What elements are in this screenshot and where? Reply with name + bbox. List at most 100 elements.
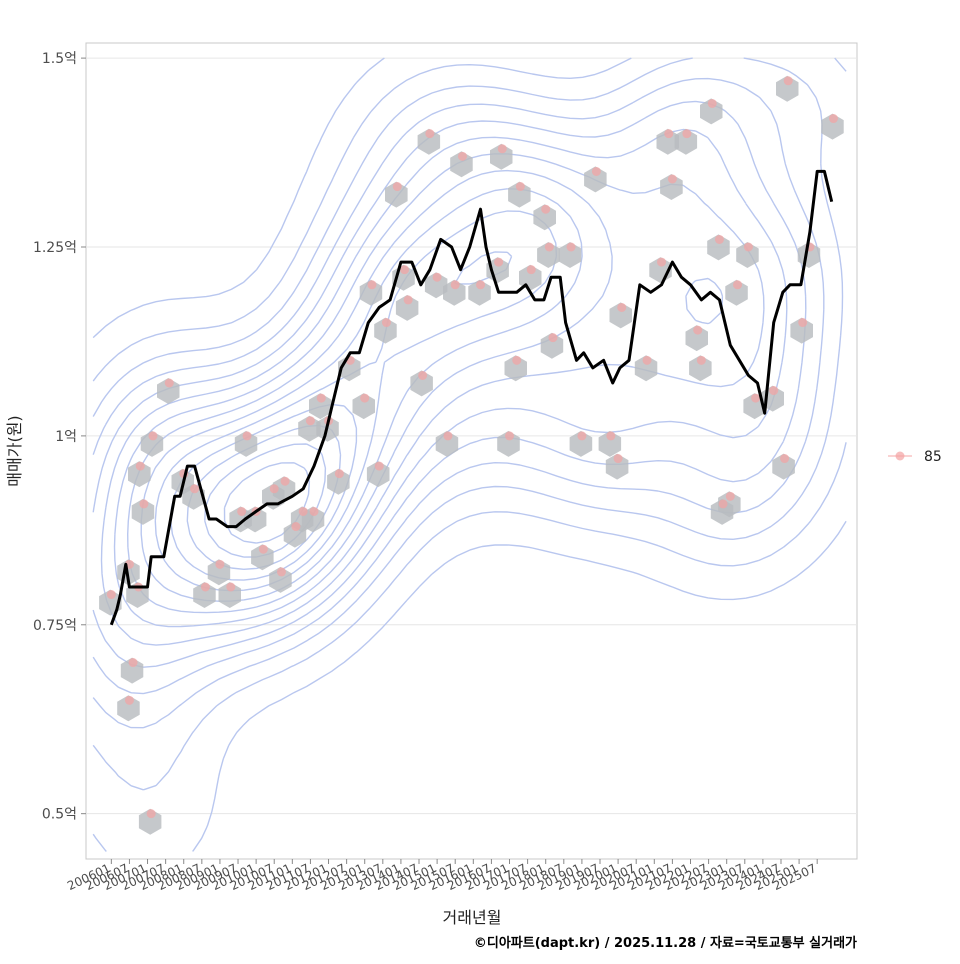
data-point xyxy=(828,114,838,124)
data-point xyxy=(769,386,779,396)
data-point xyxy=(418,370,428,380)
data-point xyxy=(309,506,319,516)
x-axis-title: 거래년월 xyxy=(443,908,502,927)
hexbin xyxy=(272,476,296,503)
data-point xyxy=(667,174,677,184)
hexbin xyxy=(674,128,698,155)
hexbin xyxy=(533,204,556,231)
hexbin xyxy=(558,242,582,268)
plot-panel xyxy=(85,42,858,860)
data-point xyxy=(714,234,724,244)
gridlines xyxy=(86,57,857,815)
data-point xyxy=(526,265,536,275)
data-point xyxy=(617,302,627,312)
hexbin xyxy=(117,695,140,722)
hexbin xyxy=(157,378,180,404)
caption: ©디아파트(dapt.kr) / 2025.11.28 / 자료=국토교통부 실… xyxy=(474,935,857,951)
y-tick-label: 1.5억 xyxy=(42,51,77,67)
data-point xyxy=(613,454,623,464)
data-point xyxy=(450,280,460,290)
hexbin xyxy=(120,657,144,684)
hexbin xyxy=(605,453,629,480)
data-point xyxy=(682,129,692,139)
data-point xyxy=(392,182,402,192)
data-point xyxy=(148,431,158,441)
density-contour xyxy=(92,57,847,791)
data-point xyxy=(403,295,413,305)
data-point xyxy=(305,416,315,426)
data-point xyxy=(242,431,252,441)
data-point xyxy=(128,658,138,668)
hexbin xyxy=(385,181,408,208)
density-contour xyxy=(92,57,844,729)
data-point xyxy=(515,182,525,192)
data-point xyxy=(798,318,808,328)
hexbin xyxy=(417,128,441,155)
data-point xyxy=(215,559,225,569)
data-point xyxy=(124,695,134,705)
data-point xyxy=(139,499,149,509)
data-point xyxy=(237,506,247,516)
data-point xyxy=(577,431,587,441)
data-point xyxy=(164,378,174,388)
hexbin xyxy=(327,468,350,495)
x-axis: 2006012006072007012007072008012008072009… xyxy=(65,859,818,893)
y-axis-title: 매매가(원) xyxy=(5,415,24,486)
hexbin xyxy=(193,582,216,608)
hexbin xyxy=(234,430,258,457)
hexbin xyxy=(718,491,741,518)
hexbin xyxy=(443,279,466,306)
hexbin xyxy=(537,242,560,268)
scatter-points xyxy=(106,76,838,819)
hexbin xyxy=(569,430,593,457)
y-tick-label: 0.75억 xyxy=(33,618,77,634)
data-point xyxy=(657,257,667,267)
data-point xyxy=(544,242,554,252)
hexbin xyxy=(540,332,564,359)
data-point xyxy=(548,333,558,343)
data-point xyxy=(566,242,576,252)
hexbin xyxy=(689,355,712,382)
hexbin xyxy=(352,393,375,420)
hexbin xyxy=(776,75,799,102)
data-point xyxy=(541,204,551,214)
data-point xyxy=(200,582,210,592)
hexbin xyxy=(424,272,448,299)
data-point xyxy=(298,506,308,516)
data-point xyxy=(693,325,703,335)
y-axis: 0.5억 0.75억 1억 1.25억 1.5억 xyxy=(33,51,86,823)
data-point xyxy=(591,166,601,176)
data-point xyxy=(718,499,728,509)
data-point xyxy=(316,393,326,403)
hexbin xyxy=(359,279,383,306)
data-point xyxy=(751,393,761,403)
data-point xyxy=(696,355,706,365)
data-point xyxy=(743,242,753,252)
hexbin xyxy=(736,242,759,268)
data-point xyxy=(642,355,652,365)
hexbin xyxy=(584,166,607,193)
data-point xyxy=(606,431,616,441)
hexbin xyxy=(298,415,321,442)
hexbin xyxy=(182,483,205,510)
hexbin xyxy=(435,430,459,457)
data-point xyxy=(733,280,743,290)
hexbin xyxy=(797,242,821,268)
hexbin xyxy=(508,181,531,208)
data-point xyxy=(258,544,268,554)
hexbin xyxy=(656,128,679,155)
hexbin xyxy=(468,279,491,306)
hexbin xyxy=(821,113,844,140)
data-point xyxy=(135,461,145,471)
hexbin xyxy=(725,279,748,306)
hexbin xyxy=(269,566,292,593)
hexbin xyxy=(772,453,795,480)
data-point xyxy=(269,484,279,494)
data-point xyxy=(381,318,391,328)
data-point xyxy=(707,98,717,108)
hexbin xyxy=(700,98,723,125)
data-point xyxy=(512,355,522,365)
data-point xyxy=(505,431,515,441)
hexbin xyxy=(366,461,390,488)
